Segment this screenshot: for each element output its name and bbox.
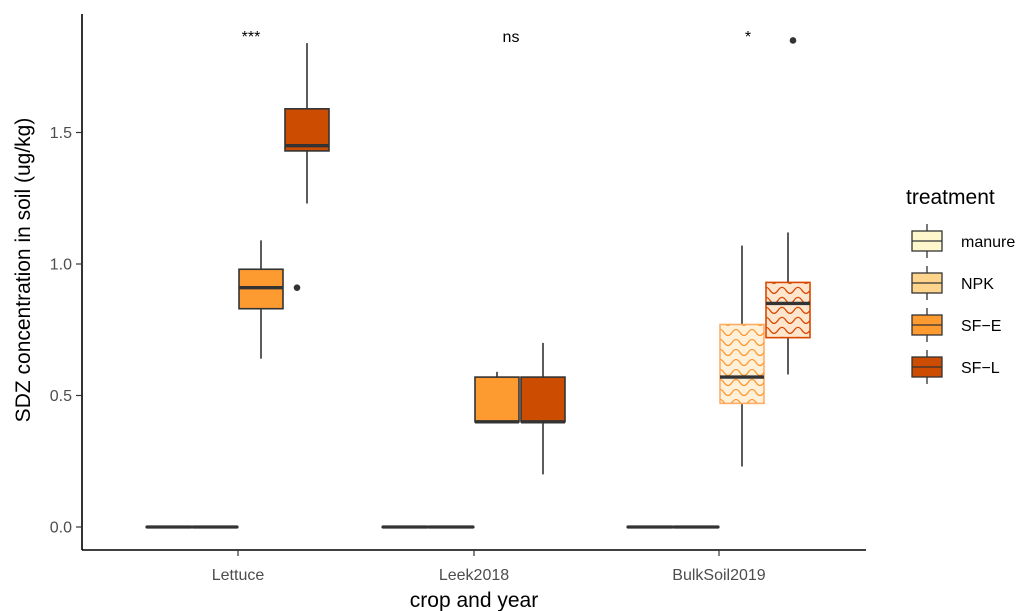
- box-wave-line: [720, 348, 764, 357]
- box-lettuce-sf-l: [284, 43, 330, 204]
- legend-key-manure: [911, 224, 943, 258]
- box-body: [765, 281, 811, 339]
- box-wave-pattern: [716, 324, 780, 415]
- x-axis-ticks: Lettuce Leek2018 BulkSoil2019: [212, 550, 766, 584]
- significance-labels: *** ns *: [242, 29, 751, 46]
- x-axis-title: crop and year: [410, 589, 538, 611]
- box-wave-pattern: [762, 267, 826, 353]
- y-axis-title: SDZ concentration in soil (ug/kg): [12, 118, 35, 423]
- box-outlier: [293, 284, 301, 291]
- x-tick-label: BulkSoil2019: [672, 567, 766, 584]
- box-body: [284, 108, 330, 152]
- box-wave-line: [770, 282, 810, 285]
- plot-marks: [145, 37, 826, 529]
- legend: treatment manure NPK SF−E SF−L: [906, 186, 1015, 384]
- box-wave-line: [720, 368, 764, 377]
- box-wave-line: [762, 267, 826, 273]
- legend-label: SF−E: [961, 318, 1001, 335]
- legend-key-sf-l: [911, 350, 943, 384]
- y-axis-ticks: 0.0 0.5 1.0 1.5: [50, 125, 82, 537]
- box-wave-line: [720, 328, 764, 337]
- legend-label: manure: [961, 234, 1015, 251]
- box-leek2018-sf-e: [474, 371, 520, 424]
- box-wave-line: [762, 347, 826, 353]
- box-wave-line: [766, 286, 810, 295]
- box-wave-line: [720, 388, 764, 397]
- legend-key-npk: [911, 266, 943, 300]
- box-wave-line: [720, 358, 764, 367]
- box-wave-line: [720, 378, 764, 387]
- box-leek2018-sf-l: [520, 342, 566, 475]
- significance-label: ns: [503, 29, 520, 46]
- significance-label: ***: [242, 29, 261, 46]
- box-wave-line: [766, 316, 810, 325]
- box-wave-line: [716, 409, 780, 415]
- box-outlier: [789, 37, 797, 44]
- y-tick-label: 1.5: [50, 125, 72, 142]
- y-tick-label: 0.5: [50, 388, 72, 405]
- box-wave-line: [724, 324, 764, 327]
- box-body: [474, 376, 520, 423]
- box-bulksoil2019-sf-l: [762, 37, 826, 375]
- box-wave-line: [766, 306, 810, 315]
- box-wave-line: [720, 338, 764, 347]
- legend-label: SF−L: [961, 360, 1000, 377]
- legend-key-sf-e: [911, 308, 943, 342]
- x-tick-label: Leek2018: [439, 567, 509, 584]
- box-bulksoil2019-sf-e: [716, 245, 780, 467]
- box-lettuce-sf-e: [238, 240, 301, 359]
- legend-title: treatment: [906, 186, 995, 209]
- legend-label: NPK: [961, 276, 994, 293]
- y-tick-label: 1.0: [50, 257, 72, 274]
- box-body: [520, 376, 566, 423]
- y-tick-label: 0.0: [50, 520, 72, 537]
- x-tick-label: Lettuce: [212, 567, 265, 584]
- box-wave-line: [766, 326, 810, 335]
- box-wave-line: [720, 398, 764, 404]
- significance-label: *: [745, 29, 751, 46]
